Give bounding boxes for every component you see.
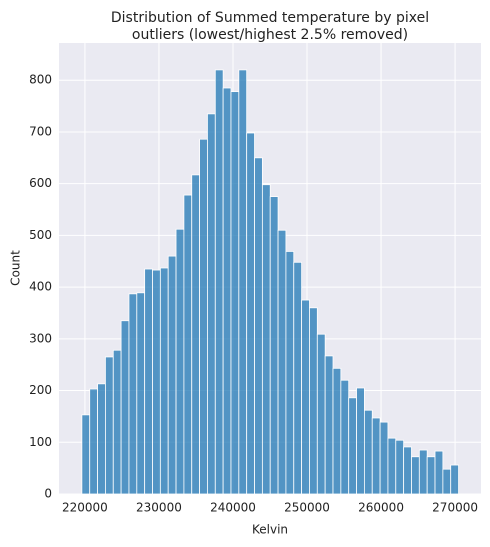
- bar: [97, 383, 106, 495]
- chart-title: outliers (lowest/highest 2.5% removed): [132, 27, 408, 43]
- y-tick-label: 300: [29, 331, 52, 345]
- bar: [450, 464, 459, 495]
- bar: [403, 446, 412, 495]
- y-axis-label: Count: [9, 250, 23, 286]
- bar: [411, 456, 420, 495]
- x-tick-label: 270000: [432, 501, 478, 515]
- bar: [238, 69, 248, 495]
- bar: [191, 174, 200, 495]
- bar: [316, 333, 326, 495]
- bar: [356, 387, 365, 495]
- x-tick-label: 220000: [62, 501, 108, 515]
- x-tick-label: 250000: [284, 501, 330, 515]
- y-tick-label: 100: [29, 435, 52, 449]
- bar: [128, 293, 138, 495]
- bar: [395, 439, 405, 495]
- chart-title: Distribution of Summed temperature by pi…: [111, 10, 429, 26]
- bar: [152, 269, 161, 495]
- y-tick-label: 700: [29, 124, 52, 138]
- bar: [418, 449, 428, 495]
- bar: [332, 367, 342, 495]
- bar: [254, 157, 263, 495]
- bar: [120, 320, 130, 495]
- bar: [277, 229, 287, 495]
- bar: [112, 349, 122, 495]
- bar: [175, 228, 185, 495]
- bar: [285, 251, 295, 495]
- bar: [387, 437, 397, 495]
- bar: [159, 267, 169, 495]
- bar: [136, 292, 146, 495]
- bar: [222, 87, 232, 495]
- y-tick-label: 0: [44, 487, 52, 501]
- bar: [293, 261, 303, 495]
- bar: [379, 421, 389, 495]
- x-tick-label: 260000: [358, 501, 404, 515]
- bar: [105, 356, 114, 495]
- bar: [207, 113, 216, 495]
- y-tick-label: 500: [29, 228, 52, 242]
- bar: [230, 91, 240, 495]
- bar: [348, 397, 357, 495]
- y-tick-label: 200: [29, 383, 52, 397]
- bar: [363, 409, 373, 495]
- bar: [81, 414, 91, 495]
- bar: [246, 132, 255, 495]
- y-tick-label: 800: [29, 73, 52, 87]
- bar: [269, 196, 279, 495]
- bar: [89, 388, 98, 495]
- bar: [261, 184, 271, 495]
- y-tick-label: 400: [29, 280, 52, 294]
- bar: [426, 456, 436, 495]
- bar: [309, 307, 318, 495]
- bar: [324, 355, 334, 495]
- bar: [214, 69, 224, 495]
- bar: [183, 194, 193, 495]
- bar: [434, 450, 444, 495]
- x-tick-label: 230000: [136, 501, 182, 515]
- x-axis-label: Kelvin: [252, 523, 288, 537]
- bar: [144, 268, 153, 495]
- y-tick-label: 600: [29, 176, 52, 190]
- bar: [340, 379, 350, 495]
- x-tick-label: 240000: [210, 501, 256, 515]
- bar: [371, 417, 381, 495]
- bar: [442, 468, 452, 495]
- bar: [199, 138, 208, 495]
- bar: [301, 299, 310, 495]
- bar: [167, 255, 177, 495]
